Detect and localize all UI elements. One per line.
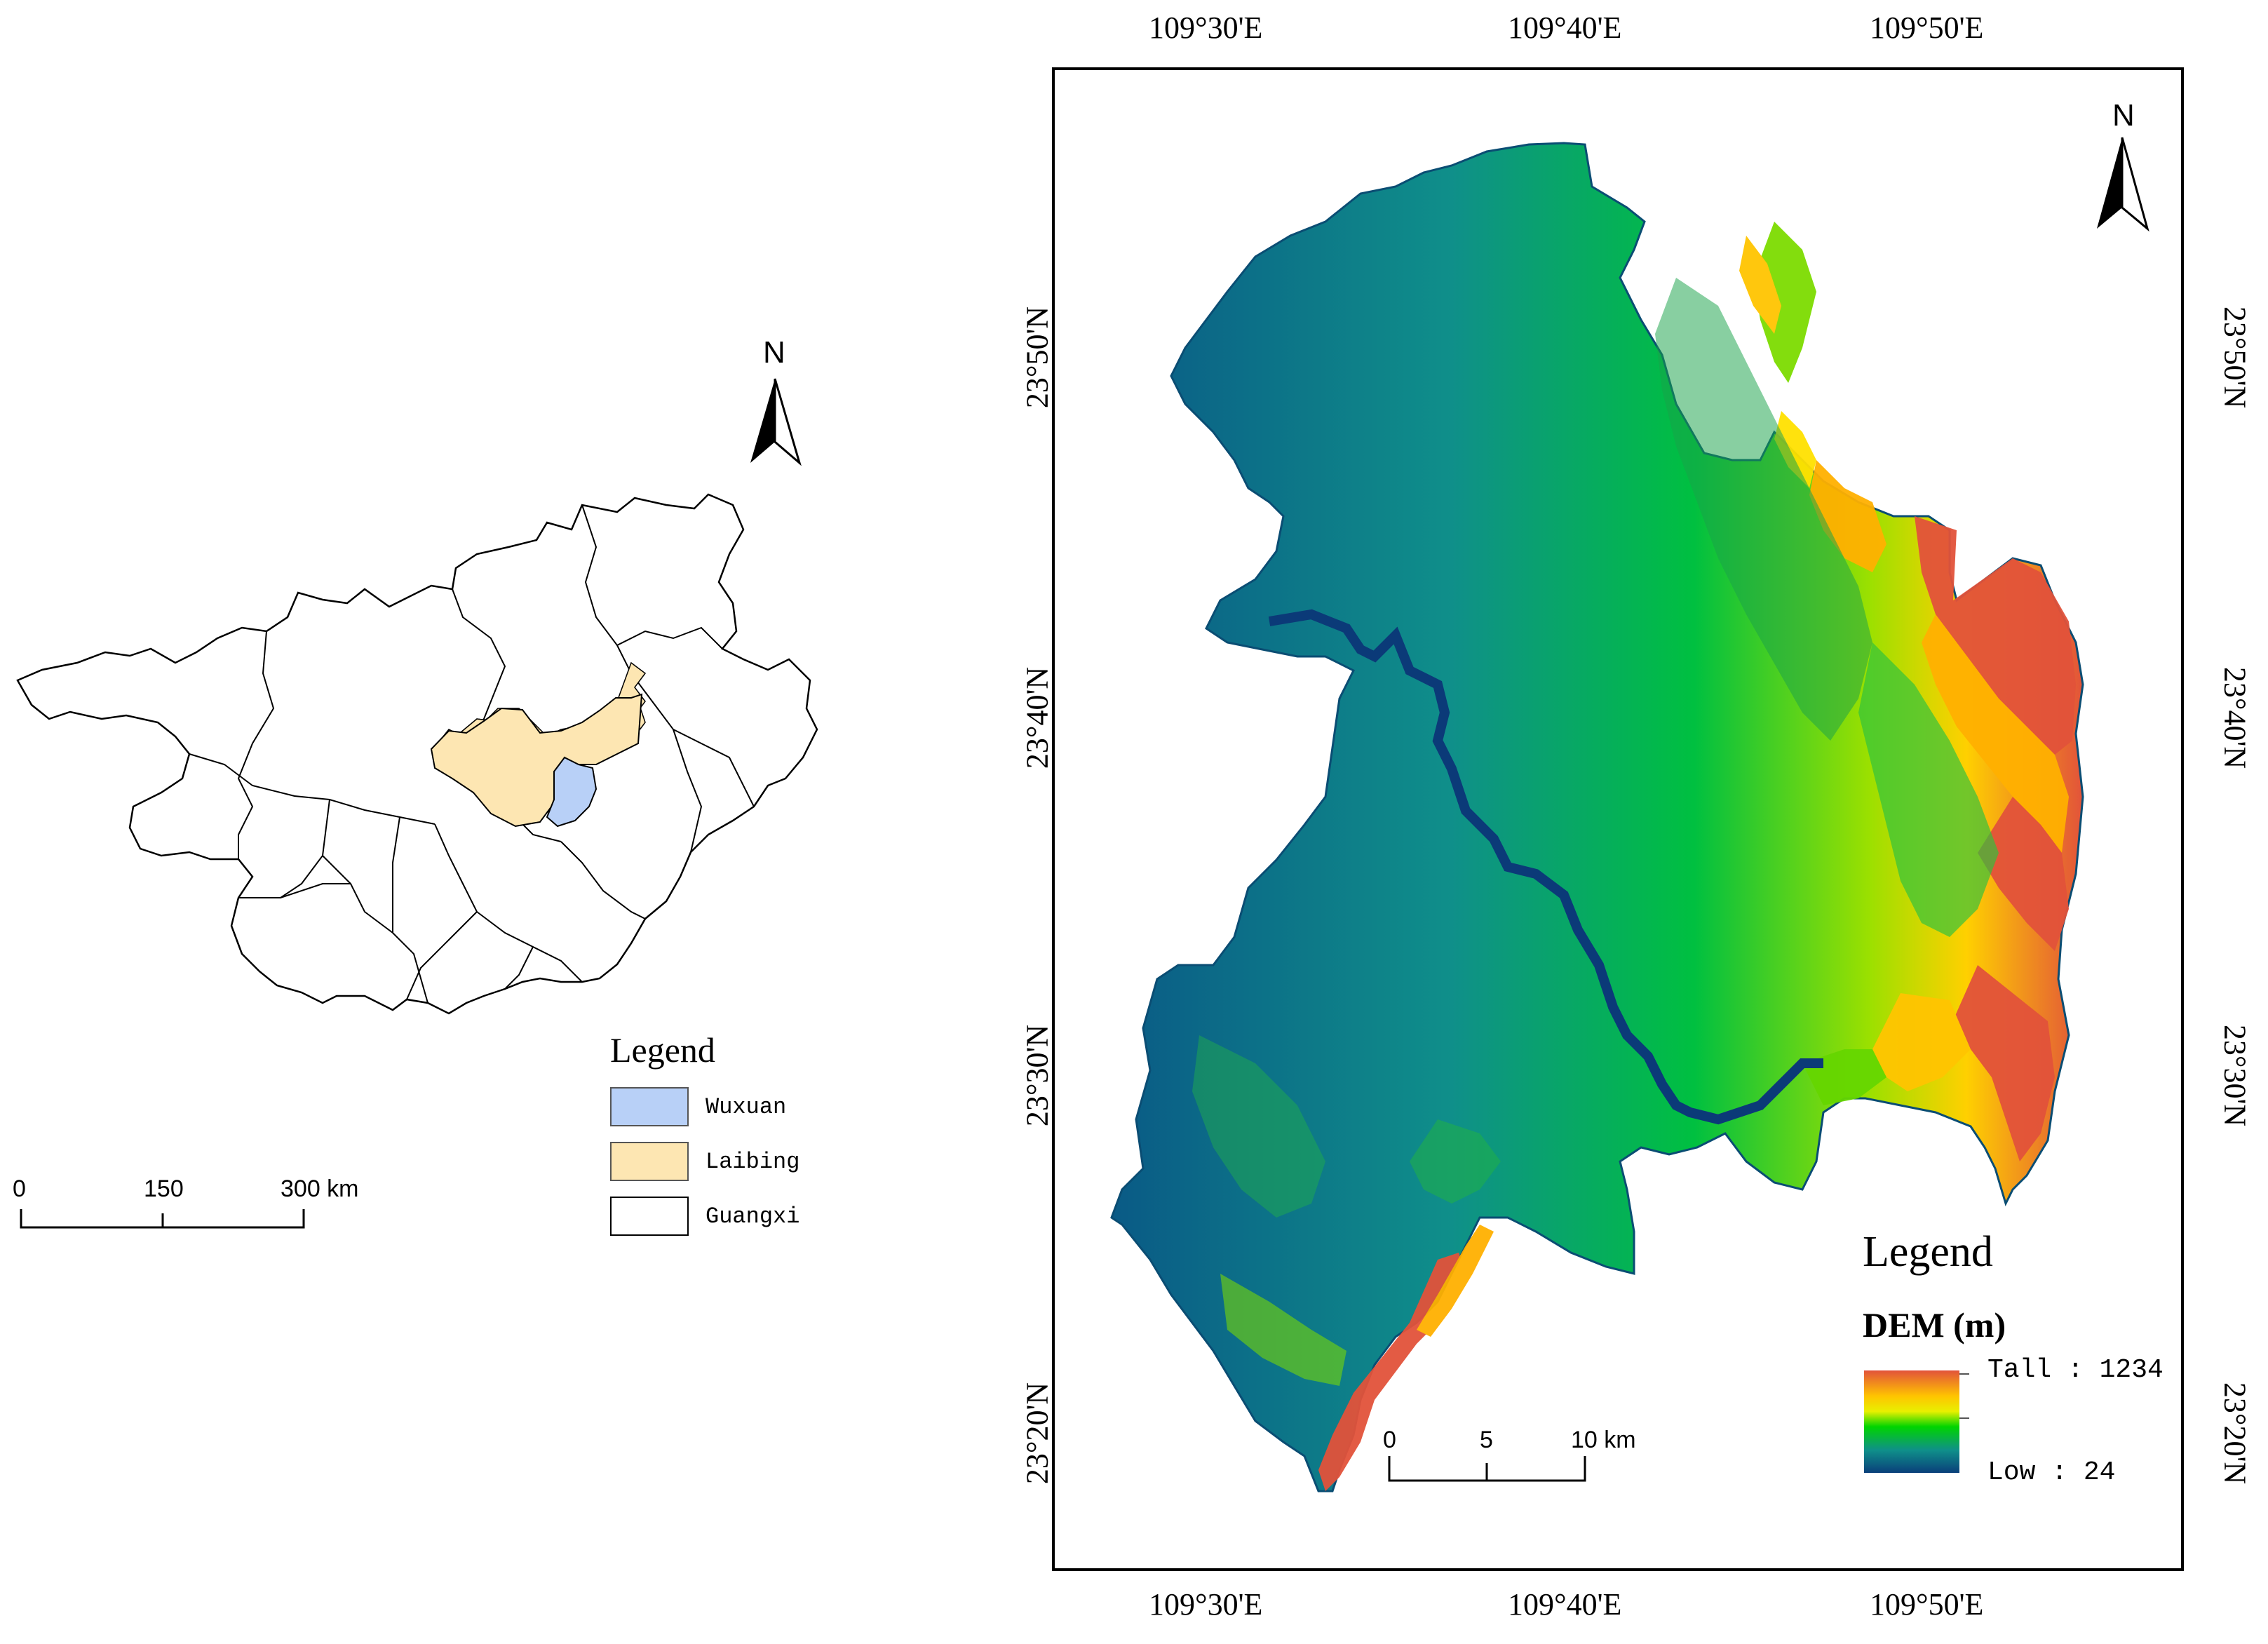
dem-relief: [1192, 222, 2076, 1491]
left-legend-item-wuxuan: Wuxuan: [610, 1087, 786, 1126]
left-label-3: 23°30'N: [1020, 1024, 1055, 1127]
dem-legend-low: Low : 24: [1987, 1457, 2116, 1488]
dem-legend-gradient: [1864, 1370, 1959, 1473]
right-scale-label-5: 5: [1480, 1427, 1493, 1453]
wuxuan-region: [546, 756, 598, 828]
top-label-2: 109°40'E: [1508, 11, 1622, 45]
right-north-label: N: [2112, 98, 2135, 133]
left-label-1: 23°50'N: [1020, 306, 1055, 409]
right-scale-label-10: 10 km: [1571, 1427, 1636, 1453]
right-label-4: 23°20'N: [2218, 1382, 2253, 1485]
left-legend-title: Legend: [610, 1030, 715, 1070]
legend-label-wuxuan: Wuxuan: [706, 1093, 787, 1120]
right-label-1: 23°50'N: [2218, 306, 2253, 409]
left-north-label: N: [763, 335, 785, 370]
left-scale-bar: [20, 1209, 305, 1229]
top-label-1: 109°30'E: [1149, 11, 1263, 45]
top-label-3: 109°50'E: [1870, 11, 1984, 45]
left-north-arrow: [750, 378, 802, 466]
right-scale-label-0: 0: [1383, 1427, 1396, 1453]
legend-swatch-wuxuan: [610, 1087, 689, 1126]
prefecture-borders: [189, 504, 755, 1004]
bottom-label-3: 109°50'E: [1870, 1587, 1984, 1622]
guangxi-overview-map: [16, 378, 818, 1015]
left-label-4: 23°20'N: [1020, 1382, 1055, 1485]
right-label-2: 23°40'N: [2218, 666, 2253, 769]
left-legend-item-guangxi: Guangxi: [610, 1197, 799, 1236]
left-scale-label-300: 300 km: [281, 1175, 359, 1202]
river: [1268, 609, 1823, 1125]
legend-swatch-guangxi: [610, 1197, 689, 1236]
right-legend-title: Legend: [1863, 1228, 1993, 1276]
left-scale-label-150: 150: [144, 1175, 184, 1202]
bottom-label-1: 109°30'E: [1149, 1587, 1263, 1622]
right-scale-bar: [1388, 1456, 1586, 1482]
dem-legend-high: Tall : 1234: [1987, 1355, 2164, 1385]
legend-swatch-laibing: [610, 1142, 689, 1181]
right-label-3: 23°30'N: [2218, 1024, 2253, 1127]
guangxi-region: [16, 493, 818, 1015]
left-legend-item-laibing: Laibing: [610, 1142, 799, 1181]
dem-map-frame: [1052, 67, 2184, 1571]
legend-label-laibing: Laibing: [706, 1148, 800, 1175]
dem-legend-subtitle: DEM (m): [1863, 1305, 2006, 1345]
right-north-arrow: [2097, 137, 2149, 232]
left-scale-label-0: 0: [13, 1175, 26, 1202]
legend-label-guangxi: Guangxi: [706, 1203, 800, 1229]
bottom-label-2: 109°40'E: [1508, 1587, 1622, 1622]
left-label-2: 23°40'N: [1020, 666, 1055, 769]
